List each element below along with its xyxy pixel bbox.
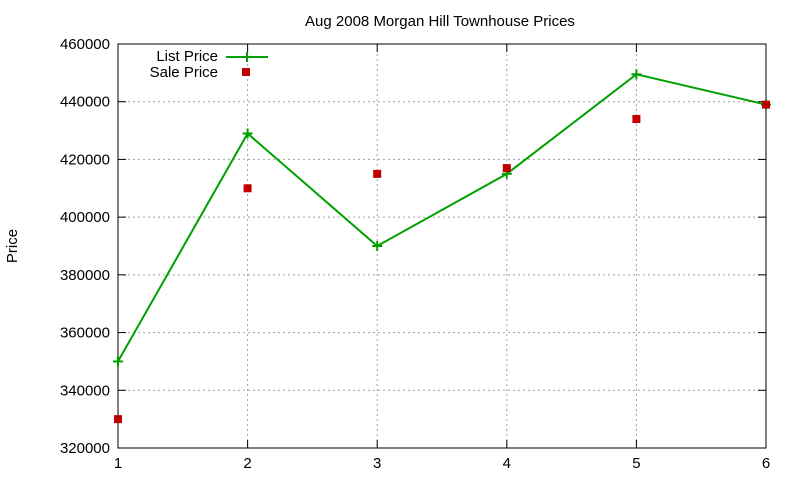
list-price-point bbox=[372, 241, 383, 251]
x-tick-label: 5 bbox=[632, 455, 640, 472]
chart-title: Aug 2008 Morgan Hill Townhouse Prices bbox=[305, 13, 575, 30]
list-price-line bbox=[117, 73, 767, 362]
grid bbox=[118, 44, 766, 448]
x-tick-label: 1 bbox=[114, 455, 122, 472]
y-tick-label: 400000 bbox=[60, 209, 110, 226]
sale-price-point bbox=[373, 169, 382, 178]
sale-price-point bbox=[502, 164, 511, 173]
x-tick-label: 3 bbox=[373, 455, 381, 472]
y-tick-label: 360000 bbox=[60, 325, 110, 342]
sale-price-point bbox=[632, 115, 641, 124]
legend-label-list-price: List Price bbox=[156, 48, 218, 65]
y-tick-label: 380000 bbox=[60, 267, 110, 284]
y-tick-label: 420000 bbox=[60, 151, 110, 168]
series-layer bbox=[113, 69, 771, 424]
x-tick-label: 4 bbox=[503, 455, 511, 472]
x-tick-label: 2 bbox=[243, 455, 251, 472]
legend-swatch-sale-price bbox=[242, 68, 250, 76]
legend: List Price Sale Price bbox=[150, 48, 268, 81]
y-tick-label: 460000 bbox=[60, 36, 110, 53]
legend-swatch-list-price-marker bbox=[242, 52, 252, 62]
y-tick-label: 320000 bbox=[60, 440, 110, 457]
legend-label-sale-price: Sale Price bbox=[150, 64, 218, 81]
sale-price-point bbox=[114, 415, 122, 424]
axis-ticks: 320000 340000 360000 380000 400000 420000 4400… bbox=[60, 36, 770, 472]
list-price-point bbox=[242, 128, 253, 139]
sale-price-point bbox=[243, 184, 252, 193]
list-price-point bbox=[631, 69, 642, 80]
list-price-point bbox=[113, 356, 123, 367]
y-tick-label: 440000 bbox=[60, 94, 110, 111]
x-tick-label: 6 bbox=[762, 455, 770, 472]
plot-frame bbox=[117, 43, 767, 449]
y-tick-label: 340000 bbox=[60, 382, 110, 399]
sale-price-point bbox=[762, 100, 770, 109]
y-axis-label: Price bbox=[4, 229, 21, 263]
